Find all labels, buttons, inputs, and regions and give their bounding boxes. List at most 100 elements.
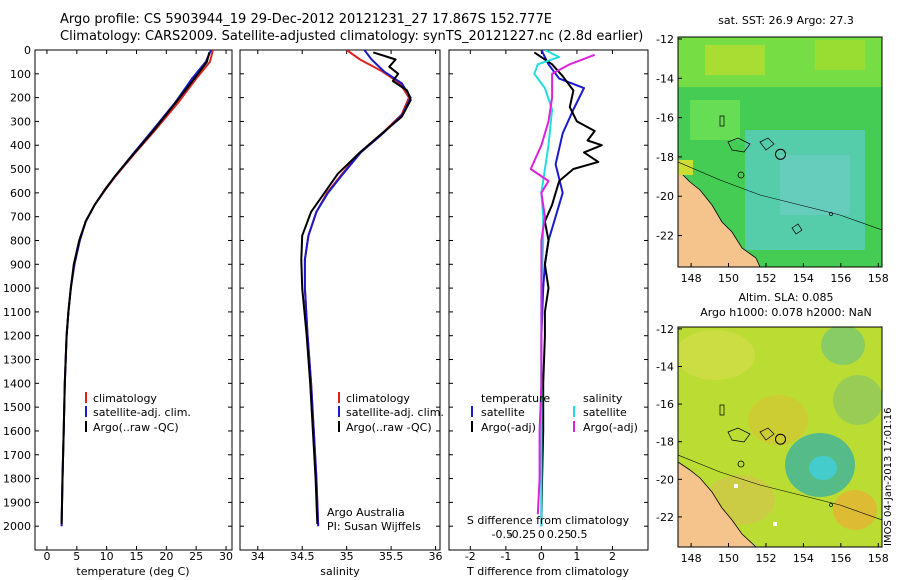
difference-xlabel-top: S difference from climatology [467, 514, 630, 527]
salinity-plot-frame [239, 49, 441, 551]
x-tick-label: 15 [129, 550, 143, 563]
map-x-tick-label: 158 [868, 272, 889, 285]
map-y-tick-label: -18 [656, 436, 674, 449]
depth-tick-label: 0 [24, 44, 31, 57]
map-y-tick-label: -14 [656, 72, 674, 85]
figure-title-line1: Argo profile: CS 5903944_19 29-Dec-2012 … [60, 12, 552, 27]
depth-tick-label: 1200 [3, 330, 31, 343]
difference-xlabel: T difference from climatology [466, 565, 629, 578]
sst-map-title: sat. SST: 26.9 Argo: 27.3 [718, 14, 854, 27]
depth-tick-label: 1800 [3, 473, 31, 486]
legend-label-climatology: climatology [93, 392, 157, 405]
depth-tick-label: 500 [10, 163, 31, 176]
difference-depth-ticks [449, 49, 648, 527]
difference-legend: temperature satellite Argo(-adj) salinit… [471, 392, 638, 434]
depth-tick-label: 600 [10, 187, 31, 200]
sla-map-subtitle: Argo h1000: 0.078 h2000: NaN [700, 306, 872, 319]
x-tick-label: 34.5 [290, 550, 315, 563]
legend-label-argo: Argo(..raw -QC) [346, 421, 432, 434]
x-tick-label: 35 [340, 550, 354, 563]
depth-tick-label: 200 [10, 92, 31, 105]
map-y-tick-label: -20 [656, 190, 674, 203]
argo-float-marker-sst [775, 148, 786, 160]
x-tick-label: 30 [219, 550, 233, 563]
legend-title-temperature: temperature [481, 392, 550, 405]
map-x-tick-label: 148 [681, 272, 702, 285]
map-x-tick-label: 156 [830, 552, 851, 565]
sla-map-frame [677, 326, 883, 548]
legend-label-satellite: satellite-adj. clim. [93, 406, 191, 419]
depth-tick-label: 900 [10, 258, 31, 271]
x-tick-label: 36 [429, 550, 443, 563]
coastline-land [678, 461, 757, 547]
map-x-tick-label: 158 [868, 552, 889, 565]
sla-map: Altim. SLA: 0.085 Argo h1000: 0.078 h200… [656, 291, 889, 565]
depth-tick-label: 1900 [3, 496, 31, 509]
legend-label-climatology: climatology [346, 392, 410, 405]
map-x-tick-label: 154 [793, 272, 814, 285]
top-x-tick-label: -0.25 [508, 528, 536, 541]
top-x-tick-label: 0.25 [547, 528, 572, 541]
sst-map-frame [677, 36, 883, 268]
salinity-legend: climatology satellite-adj. clim. Argo(..… [338, 392, 444, 434]
x-tick-label: 35.5 [379, 550, 404, 563]
legend-label-s-argo: Argo(-adj) [583, 421, 638, 434]
depth-tick-label: 2000 [3, 520, 31, 533]
argo-float-marker-sla [775, 433, 786, 445]
difference-x-axis: -2 -1 0 1 2 -0.5-0.25 0 0.250.5 [465, 50, 616, 563]
salinity-xlabel: salinity [320, 565, 360, 578]
map-x-tick-label: 148 [681, 552, 702, 565]
series-line-argo-raw-qc- [300, 51, 412, 524]
map-y-tick-label: -12 [656, 323, 674, 336]
temperature-depth-axis: 0 100 200 300 400 500 600 700 800 900 1000 1100 1200… [3, 44, 232, 533]
x-tick-label: 5 [73, 550, 80, 563]
map-x-tick-label: 150 [718, 272, 739, 285]
map-x-tick-label: 150 [718, 552, 739, 565]
series-line-salinity-argo-adj- [529, 53, 596, 515]
temperature-legend: climatology satellite-adj. clim. Argo(..… [85, 392, 191, 434]
sst-map-axes: 148 150 152 154 156 158 -12 -14 -16 -18 -20 -22 [656, 33, 889, 285]
legend-label-t-satellite: satellite [481, 406, 525, 419]
top-x-tick-label: 0 [538, 528, 545, 541]
sla-map-axes: 148 150 152 154 156 158 -12 -14 -16 -18 -20 -22 [656, 323, 889, 565]
salinity-lines [300, 50, 412, 527]
x-tick-label: -2 [465, 550, 476, 563]
map-y-tick-label: -12 [656, 33, 674, 46]
series-line-salinity-satellite [533, 50, 561, 527]
depth-tick-label: 1600 [3, 425, 31, 438]
imos-timestamp: IMOS 04-Jan-2013 17:01:16 [883, 407, 894, 546]
depth-tick-label: 1400 [3, 377, 31, 390]
top-x-tick-label: -0.5 [492, 528, 513, 541]
x-tick-label: 25 [189, 550, 203, 563]
salinity-depth-ticks [240, 49, 440, 527]
depth-tick-label: 100 [10, 68, 31, 81]
depth-tick-label: 1000 [3, 282, 31, 295]
series-line-argo-raw-qc- [60, 52, 211, 524]
depth-tick-label: 1500 [3, 401, 31, 414]
difference-plot: -2 -1 0 1 2 -0.5-0.25 0 0.250.5 temperature sat… [448, 49, 649, 578]
temperature-x-axis: 0 5 10 15 20 25 30 [43, 50, 233, 563]
x-tick-label: 20 [159, 550, 173, 563]
temperature-plot: 0100200300400500600700800900100011001200… [3, 44, 233, 578]
depth-tick-label: 700 [10, 211, 31, 224]
credit-line2: PI: Susan Wijffels [327, 520, 421, 533]
x-tick-label: 2 [609, 550, 616, 563]
salinity-plot: 34 34.5 35 35.5 36 climatology satellite-adj… [239, 49, 444, 578]
legend-label-argo: Argo(..raw -QC) [93, 421, 179, 434]
map-x-tick-label: 154 [793, 552, 814, 565]
legend-label-s-satellite: satellite [583, 406, 627, 419]
series-line-satellite-adj-clim- [60, 50, 213, 527]
difference-lines [529, 50, 603, 527]
difference-plot-frame [448, 49, 649, 551]
x-tick-label: 0 [43, 550, 50, 563]
map-x-tick-label: 156 [830, 272, 851, 285]
map-y-tick-label: -20 [656, 473, 674, 486]
legend-label-satellite: satellite-adj. clim. [346, 406, 444, 419]
series-line-temperature-argo-adj- [533, 51, 603, 524]
map-y-tick-label: -16 [656, 398, 674, 411]
top-x-tick-label: 0.5 [570, 528, 588, 541]
x-tick-label: 0 [538, 550, 545, 563]
map-x-tick-label: 152 [755, 272, 776, 285]
map-y-tick-label: -18 [656, 151, 674, 164]
